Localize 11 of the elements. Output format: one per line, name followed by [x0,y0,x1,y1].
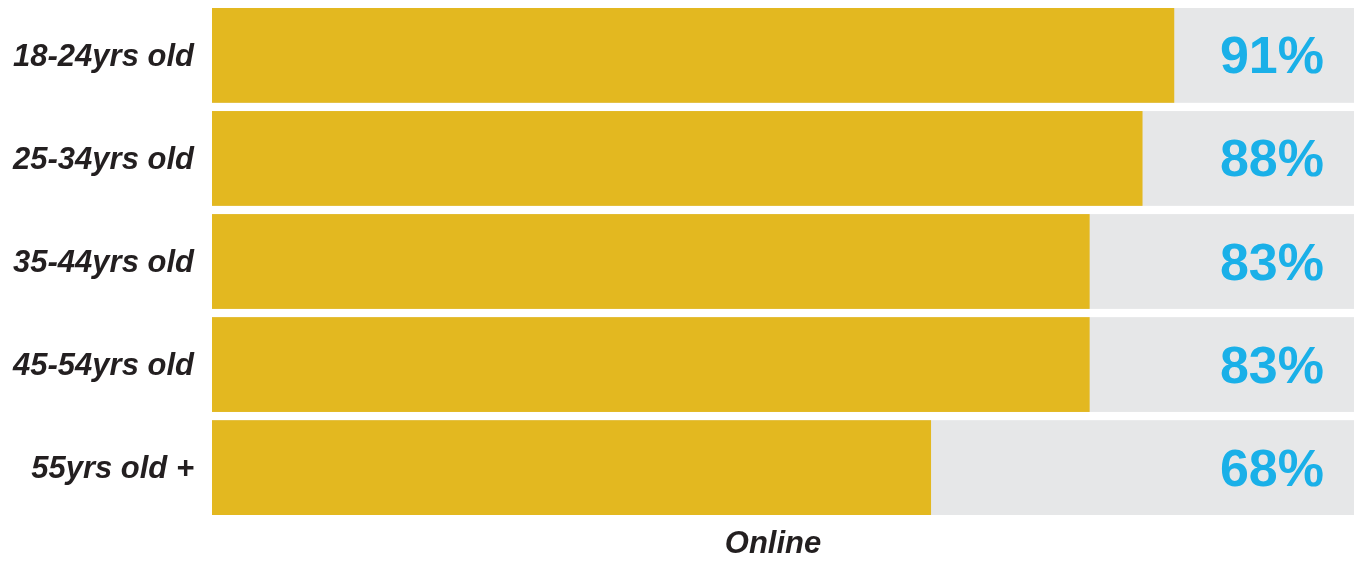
data-label: 83% [1219,335,1324,394]
y-tick-label: 35-44yrs old [13,244,196,279]
data-label: 88% [1219,129,1324,188]
data-label: 91% [1219,26,1324,85]
y-tick-label: 55yrs old + [31,450,194,486]
x-axis-title: Online [724,525,822,560]
data-label: 68% [1219,438,1324,497]
data-label: 83% [1219,232,1324,291]
y-tick-label: 25-34yrs old [12,140,196,176]
y-tick-label: 45-54yrs old [12,347,196,383]
y-tick-label: 18-24yrs old [13,37,196,73]
